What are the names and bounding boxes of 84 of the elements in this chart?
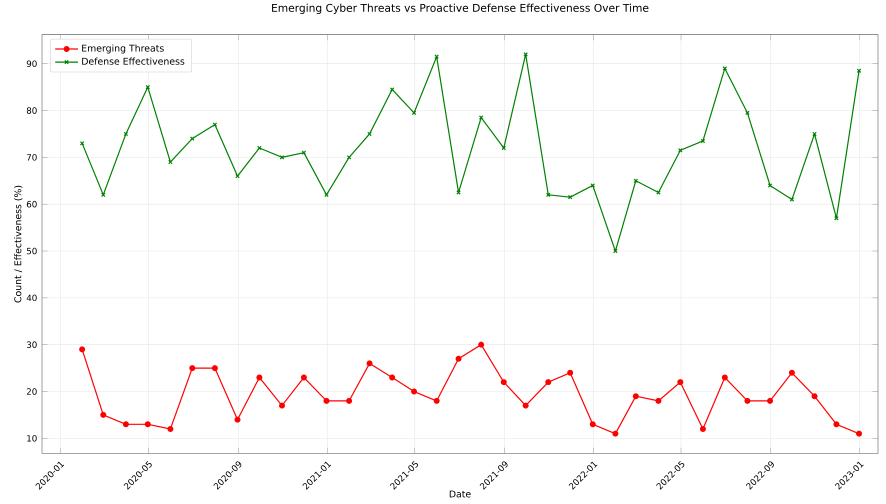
point (456, 356, 462, 362)
point (346, 398, 352, 404)
y-tick-label: 10 (27, 435, 37, 442)
point (856, 430, 862, 437)
point (634, 178, 638, 184)
point (144, 421, 151, 428)
point (302, 150, 306, 155)
point (722, 66, 728, 71)
point (122, 421, 129, 428)
point (411, 388, 418, 395)
point (568, 194, 572, 200)
point (632, 393, 639, 400)
point (366, 360, 373, 366)
y-tick-label: 70 (26, 154, 37, 161)
y-axis-title: Count / Effectiveness (%) (14, 186, 22, 302)
x-axis-title: Date (450, 490, 471, 498)
point (745, 110, 750, 116)
point (389, 374, 396, 380)
point (367, 132, 372, 136)
point (812, 132, 817, 136)
point (700, 426, 706, 432)
chart-title: Emerging Cyber Threats vs Proactive Defense Effectiveness Over Time (272, 4, 648, 14)
point (567, 370, 574, 376)
point (168, 160, 173, 164)
point (235, 174, 240, 178)
point (190, 136, 195, 141)
point (346, 155, 352, 160)
point (324, 398, 330, 404)
y-tick-label: 20 (26, 388, 37, 395)
point (834, 216, 839, 221)
y-tick-label: 50 (26, 248, 37, 254)
point (212, 122, 218, 127)
point (768, 183, 772, 188)
point (100, 192, 106, 198)
point (167, 426, 174, 432)
point (478, 342, 484, 348)
legend-label: Emerging Threats (82, 44, 164, 54)
point (613, 248, 618, 254)
point (234, 416, 241, 423)
point (523, 52, 528, 57)
point (478, 115, 484, 120)
point (124, 132, 128, 136)
point (434, 398, 440, 404)
point (812, 393, 818, 400)
point (612, 430, 618, 437)
point (257, 146, 262, 150)
point (324, 192, 329, 198)
y-tick-label: 90 (26, 60, 37, 67)
point (100, 412, 106, 418)
point (300, 374, 307, 380)
y-tick-label: 60 (26, 200, 37, 208)
point (590, 183, 596, 188)
point (767, 398, 774, 404)
point (700, 138, 706, 144)
point (279, 402, 286, 409)
point (501, 146, 506, 150)
point (656, 190, 661, 195)
point (456, 190, 461, 195)
y-tick-label: 40 (26, 294, 37, 302)
point (788, 370, 795, 376)
point (500, 379, 507, 386)
point (677, 379, 684, 386)
point (212, 365, 218, 372)
point (744, 398, 750, 404)
point (833, 421, 840, 428)
point (522, 402, 529, 409)
point (189, 365, 196, 372)
point (722, 374, 728, 380)
point (434, 54, 439, 59)
point (256, 374, 262, 380)
point (790, 197, 794, 202)
point (280, 155, 284, 160)
point (79, 346, 86, 352)
point (545, 379, 552, 386)
y-tick-label: 30 (26, 341, 37, 348)
point (412, 110, 416, 116)
point (678, 148, 683, 153)
point (390, 87, 394, 92)
legend-label: Defense Effectiveness (82, 58, 184, 65)
point (145, 84, 150, 90)
point (655, 398, 662, 404)
y-tick-label: 80 (26, 107, 37, 114)
point (590, 421, 596, 428)
point (546, 192, 551, 198)
